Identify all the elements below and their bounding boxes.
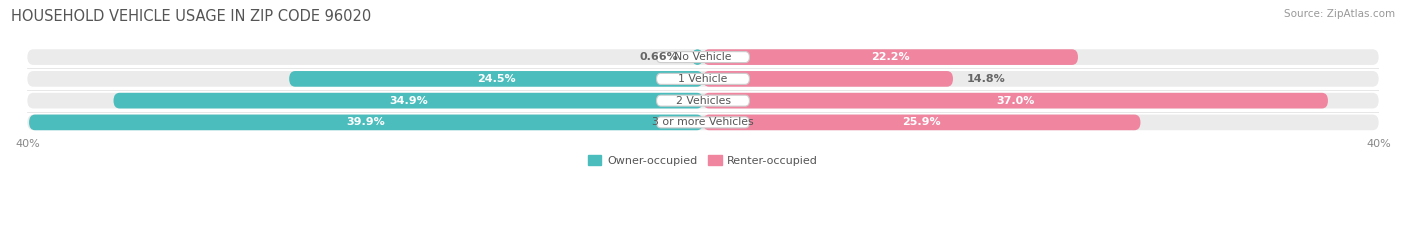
Text: 25.9%: 25.9%	[903, 117, 941, 127]
FancyBboxPatch shape	[703, 93, 1327, 109]
Text: No Vehicle: No Vehicle	[675, 52, 731, 62]
Text: 1 Vehicle: 1 Vehicle	[678, 74, 728, 84]
FancyBboxPatch shape	[30, 115, 703, 130]
FancyBboxPatch shape	[27, 115, 1379, 130]
FancyBboxPatch shape	[114, 93, 703, 109]
FancyBboxPatch shape	[290, 71, 703, 87]
FancyBboxPatch shape	[27, 49, 1379, 65]
Text: 24.5%: 24.5%	[477, 74, 516, 84]
FancyBboxPatch shape	[657, 52, 749, 63]
FancyBboxPatch shape	[703, 115, 1140, 130]
FancyBboxPatch shape	[692, 49, 703, 65]
Text: 34.9%: 34.9%	[389, 96, 427, 106]
Text: 2 Vehicles: 2 Vehicles	[675, 96, 731, 106]
Text: 0.66%: 0.66%	[640, 52, 678, 62]
FancyBboxPatch shape	[703, 49, 1078, 65]
FancyBboxPatch shape	[27, 93, 1379, 109]
FancyBboxPatch shape	[703, 71, 953, 87]
Text: 14.8%: 14.8%	[966, 74, 1005, 84]
Text: 37.0%: 37.0%	[997, 96, 1035, 106]
Text: Source: ZipAtlas.com: Source: ZipAtlas.com	[1284, 9, 1395, 19]
FancyBboxPatch shape	[27, 71, 1379, 87]
FancyBboxPatch shape	[657, 95, 749, 106]
Text: 39.9%: 39.9%	[347, 117, 385, 127]
Text: 3 or more Vehicles: 3 or more Vehicles	[652, 117, 754, 127]
Legend: Owner-occupied, Renter-occupied: Owner-occupied, Renter-occupied	[583, 151, 823, 170]
Text: HOUSEHOLD VEHICLE USAGE IN ZIP CODE 96020: HOUSEHOLD VEHICLE USAGE IN ZIP CODE 9602…	[11, 9, 371, 24]
Text: 22.2%: 22.2%	[872, 52, 910, 62]
FancyBboxPatch shape	[657, 117, 749, 128]
FancyBboxPatch shape	[657, 73, 749, 84]
